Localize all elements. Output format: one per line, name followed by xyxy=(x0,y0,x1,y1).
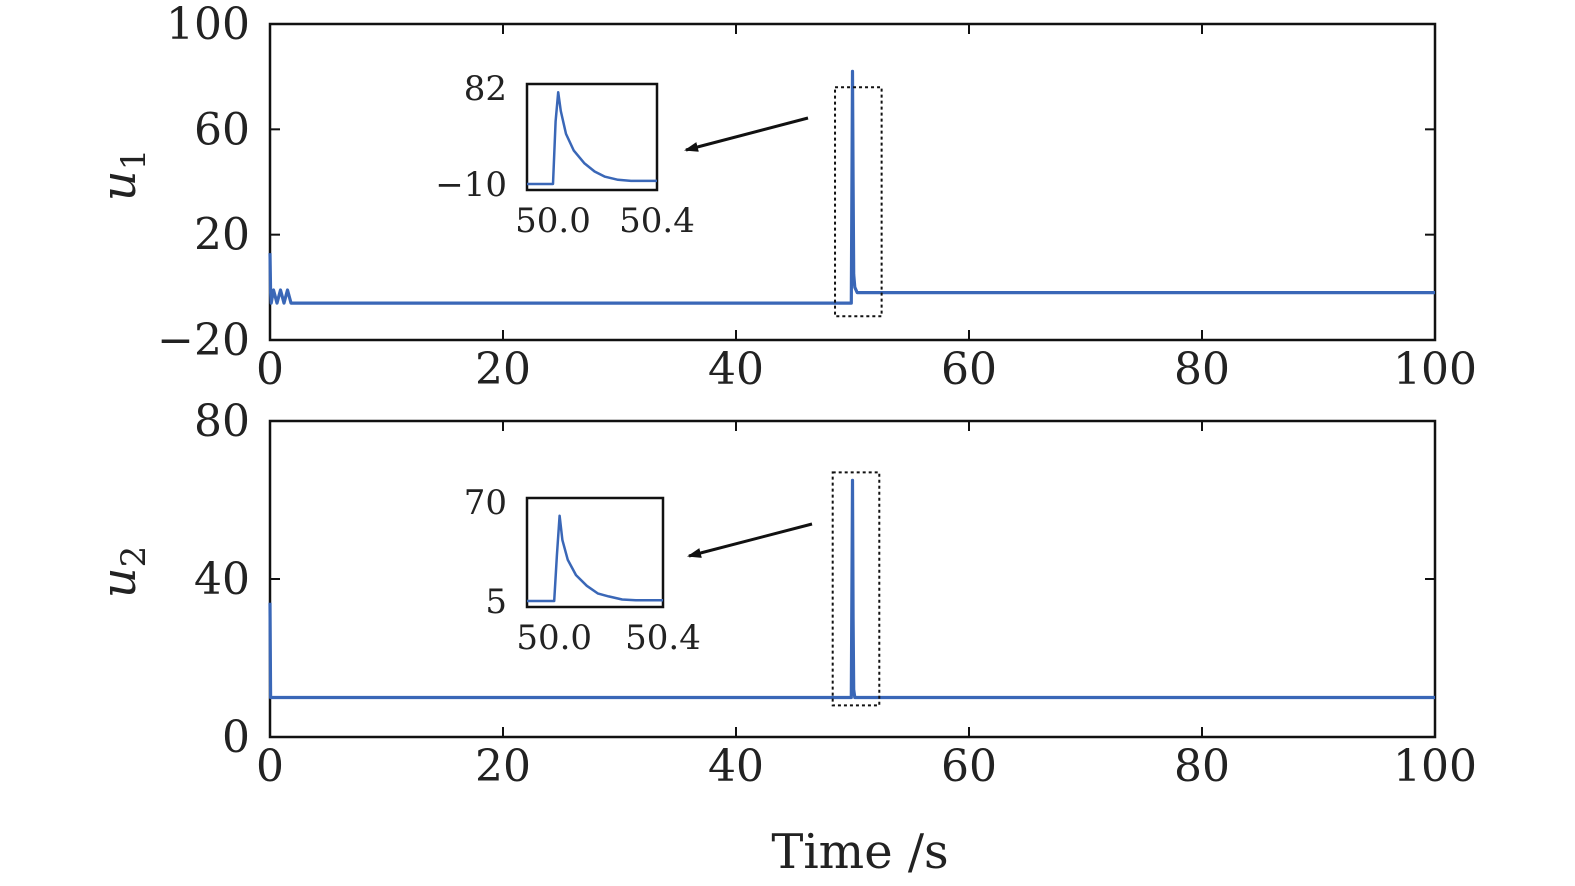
panel-u2: 0 20 40 60 80 100 0 40 80 u2 50.0 50.4 5 70 xyxy=(91,396,1477,792)
inset-y-tick-label: 70 xyxy=(464,483,507,523)
y-axis-label: u1 xyxy=(91,149,154,202)
y-tick-label: 100 xyxy=(166,0,250,50)
inset-frame xyxy=(525,496,665,609)
inset-frame xyxy=(525,82,659,192)
x-tick-label: 0 xyxy=(256,741,284,792)
x-tick-label: 100 xyxy=(1393,741,1477,792)
y-tick-label: 20 xyxy=(194,210,250,261)
zoom-box xyxy=(834,86,883,318)
inset-x-tick-label: 50.0 xyxy=(516,618,592,658)
y-axis-label-subscript: 1 xyxy=(114,149,154,171)
inset-plot: 50.0 50.4 5 70 xyxy=(464,483,701,658)
y-tick-label: 60 xyxy=(194,104,250,155)
x-axis-label: Time /s xyxy=(771,824,948,880)
series-line xyxy=(268,69,1435,305)
inset-x-tick-label: 50.4 xyxy=(625,618,701,658)
inset-series-line xyxy=(527,514,663,603)
series-line xyxy=(268,478,1435,700)
inset-x-tick-label: 50.4 xyxy=(619,201,695,241)
x-tick-label: 40 xyxy=(708,741,764,792)
x-tick-label: 60 xyxy=(941,741,997,792)
panel-u1: 0 20 40 60 80 100 −20 20 60 100 u1 50.0 50.4 −10 82 xyxy=(91,0,1477,395)
zoom-arrow xyxy=(684,116,809,152)
inset-y-tick-label: 82 xyxy=(464,69,507,109)
inset-x-tick-label: 50.0 xyxy=(515,201,591,241)
inset-y-tick-label: −10 xyxy=(435,165,507,205)
x-tick-label: 80 xyxy=(1174,741,1230,792)
inset-y-tick-label: 5 xyxy=(485,582,507,622)
x-tick-label: 100 xyxy=(1393,344,1477,395)
y-tick-label: −20 xyxy=(157,315,250,366)
y-tick-label: 40 xyxy=(194,554,250,605)
x-tick-label: 60 xyxy=(941,344,997,395)
inset-series-line xyxy=(527,90,657,186)
y-tick-label: 80 xyxy=(194,396,250,447)
zoom-arrow xyxy=(687,522,813,558)
x-tick-label: 0 xyxy=(256,344,284,395)
x-tick-label: 40 xyxy=(708,344,764,395)
y-axis-label-subscript: 2 xyxy=(114,546,154,568)
y-tick-label: 0 xyxy=(222,712,250,763)
y-axis-label: u2 xyxy=(91,546,154,599)
x-tick-label: 20 xyxy=(475,344,531,395)
x-tick-label: 20 xyxy=(475,741,531,792)
x-tick-label: 80 xyxy=(1174,344,1230,395)
axes-frame xyxy=(268,22,1437,342)
zoom-box xyxy=(831,471,881,707)
inset-plot: 50.0 50.4 −10 82 xyxy=(435,69,695,241)
